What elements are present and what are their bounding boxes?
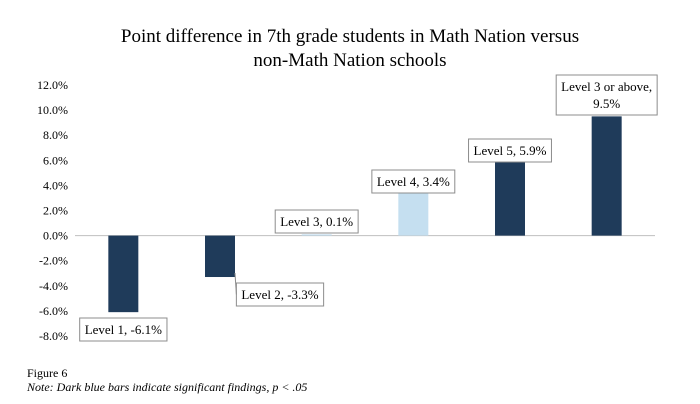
data-label: Level 3, 0.1% — [274, 209, 359, 234]
data-label-box — [555, 74, 658, 116]
data-label-text: Level 1, -6.1% — [85, 322, 162, 337]
data-labels: Level 1, -6.1% Level 2, -3.3% Level 3, 0.1… — [79, 74, 658, 342]
bar-level-1 — [108, 235, 139, 313]
data-label: Level 1, -6.1% — [79, 317, 168, 342]
y-tick-label: -4.0% — [39, 279, 68, 293]
data-label-text: Level 4, 3.4% — [377, 174, 450, 189]
data-label: Level 2, -3.3% — [234, 272, 325, 307]
data-label-text: Level 3, 0.1% — [280, 214, 353, 229]
chart-title-line: Point difference in 7th grade students i… — [121, 26, 579, 47]
data-label-text: Level 2, -3.3% — [241, 287, 318, 302]
chart-title: Point difference in 7th grade students i… — [121, 26, 579, 71]
chart-title-line: non-Math Nation schools — [253, 50, 446, 71]
figure-label: Figure 6 — [27, 366, 68, 380]
data-label: Level 3 or above, 9.5% — [555, 74, 658, 116]
data-label-leader — [234, 272, 237, 295]
data-label-box — [468, 138, 552, 163]
bar-level-3-or-above — [591, 116, 622, 236]
data-label-text: Level 5, 5.9% — [474, 143, 547, 158]
data-label-text: 9.5% — [593, 96, 620, 111]
bars — [108, 116, 622, 313]
data-label-box — [274, 209, 359, 234]
bar-level-5 — [495, 161, 525, 236]
bar-level-4 — [398, 192, 429, 236]
y-tick-label: 8.0% — [43, 128, 68, 142]
figure-note: Note: Dark blue bars indicate significan… — [27, 380, 308, 394]
y-tick-label: 6.0% — [43, 153, 68, 167]
y-tick-label: -2.0% — [39, 254, 68, 268]
y-tick-label: 2.0% — [43, 204, 68, 218]
data-label-box — [371, 169, 456, 194]
y-axis: -8.0% -6.0% -4.0% -2.0% 0.0% 2.0% 4.0% 6.0% 8.0%… — [37, 78, 655, 343]
data-label-box — [79, 317, 168, 342]
y-tick-label: -6.0% — [39, 304, 68, 318]
data-label: Level 4, 3.4% — [371, 169, 456, 194]
y-tick-label: 10.0% — [37, 103, 68, 117]
y-tick-label: 4.0% — [43, 178, 68, 192]
bar-level-3 — [301, 234, 332, 236]
bar-chart: Point difference in 7th grade students i… — [37, 26, 658, 343]
data-label: Level 5, 5.9% — [468, 138, 552, 163]
y-tick-label: 0.0% — [43, 229, 68, 243]
data-label-text: Level 3 or above, — [561, 79, 652, 94]
y-tick-label: 12.0% — [37, 78, 68, 92]
bar-level-2 — [205, 235, 235, 278]
y-tick-label: -8.0% — [39, 329, 68, 343]
